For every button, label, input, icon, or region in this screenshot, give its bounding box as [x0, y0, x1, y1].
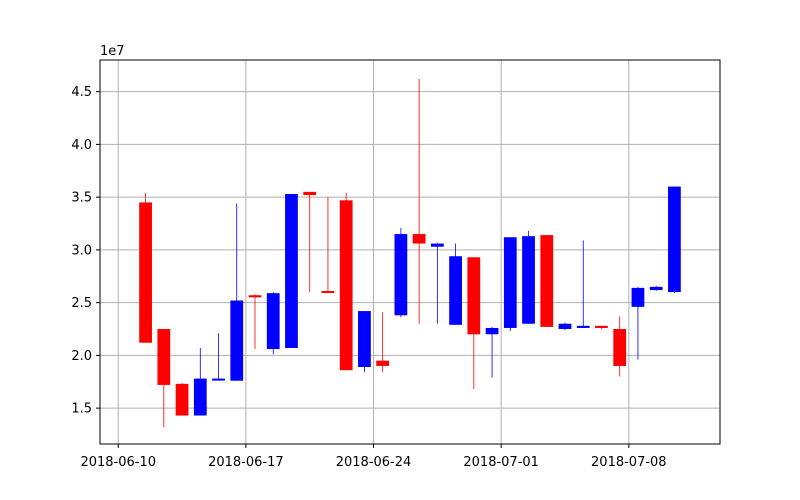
candle-body — [576, 325, 590, 328]
candle-body — [449, 256, 462, 325]
y-tick-label: 1.5 — [71, 402, 92, 417]
y-tick-label: 3.5 — [71, 191, 92, 206]
candle-body — [394, 234, 408, 316]
candle-body — [139, 202, 152, 343]
candle-body — [248, 295, 262, 298]
x-tick-label: 2018-06-24 — [336, 455, 412, 470]
y-tick-label: 4.0 — [71, 138, 92, 153]
candle-body — [193, 378, 207, 416]
candle-body — [303, 191, 317, 196]
candle-body — [467, 257, 481, 335]
candle-body — [358, 311, 371, 367]
x-tick-label: 2018-06-17 — [208, 455, 284, 470]
candle-body — [522, 236, 535, 324]
x-tick-label: 2018-07-08 — [591, 455, 667, 470]
candle-body — [613, 329, 627, 366]
candle-body — [321, 291, 335, 294]
candle-body — [230, 300, 244, 381]
y-axis: 1.5 2.0 2.5 3.0 3.5 4.0 4.5 — [71, 85, 100, 417]
candle-body — [412, 234, 426, 244]
candle-body — [376, 360, 390, 366]
y-scale-label: 1e7 — [100, 44, 125, 59]
x-axis: 2018-06-10 2018-06-17 2018-06-24 2018-07-01… — [80, 444, 667, 470]
candle-body — [157, 329, 171, 385]
y-tick-label: 2.5 — [71, 296, 92, 311]
candle-body — [540, 235, 554, 327]
candle-body — [266, 293, 280, 350]
candle-body — [485, 327, 499, 335]
y-tick-label: 4.5 — [71, 85, 92, 100]
candle-body — [285, 193, 298, 348]
candles — [139, 78, 681, 428]
candle-body — [649, 286, 663, 290]
candle-body — [175, 383, 189, 416]
y-tick-label: 3.0 — [71, 243, 92, 258]
grid-lines — [100, 60, 720, 444]
x-tick-label: 2018-06-10 — [80, 455, 156, 470]
candle-body — [668, 186, 681, 293]
plot-frame — [99, 59, 721, 445]
candle-body — [339, 200, 353, 371]
x-tick-label: 2018-07-01 — [463, 455, 539, 470]
y-tick-label: 2.0 — [71, 349, 92, 364]
candle-body — [430, 243, 444, 247]
candle-body — [212, 378, 225, 381]
candle-body — [595, 325, 608, 328]
candle-body — [558, 323, 572, 330]
candle-body — [503, 237, 517, 328]
candle-body — [631, 287, 645, 307]
